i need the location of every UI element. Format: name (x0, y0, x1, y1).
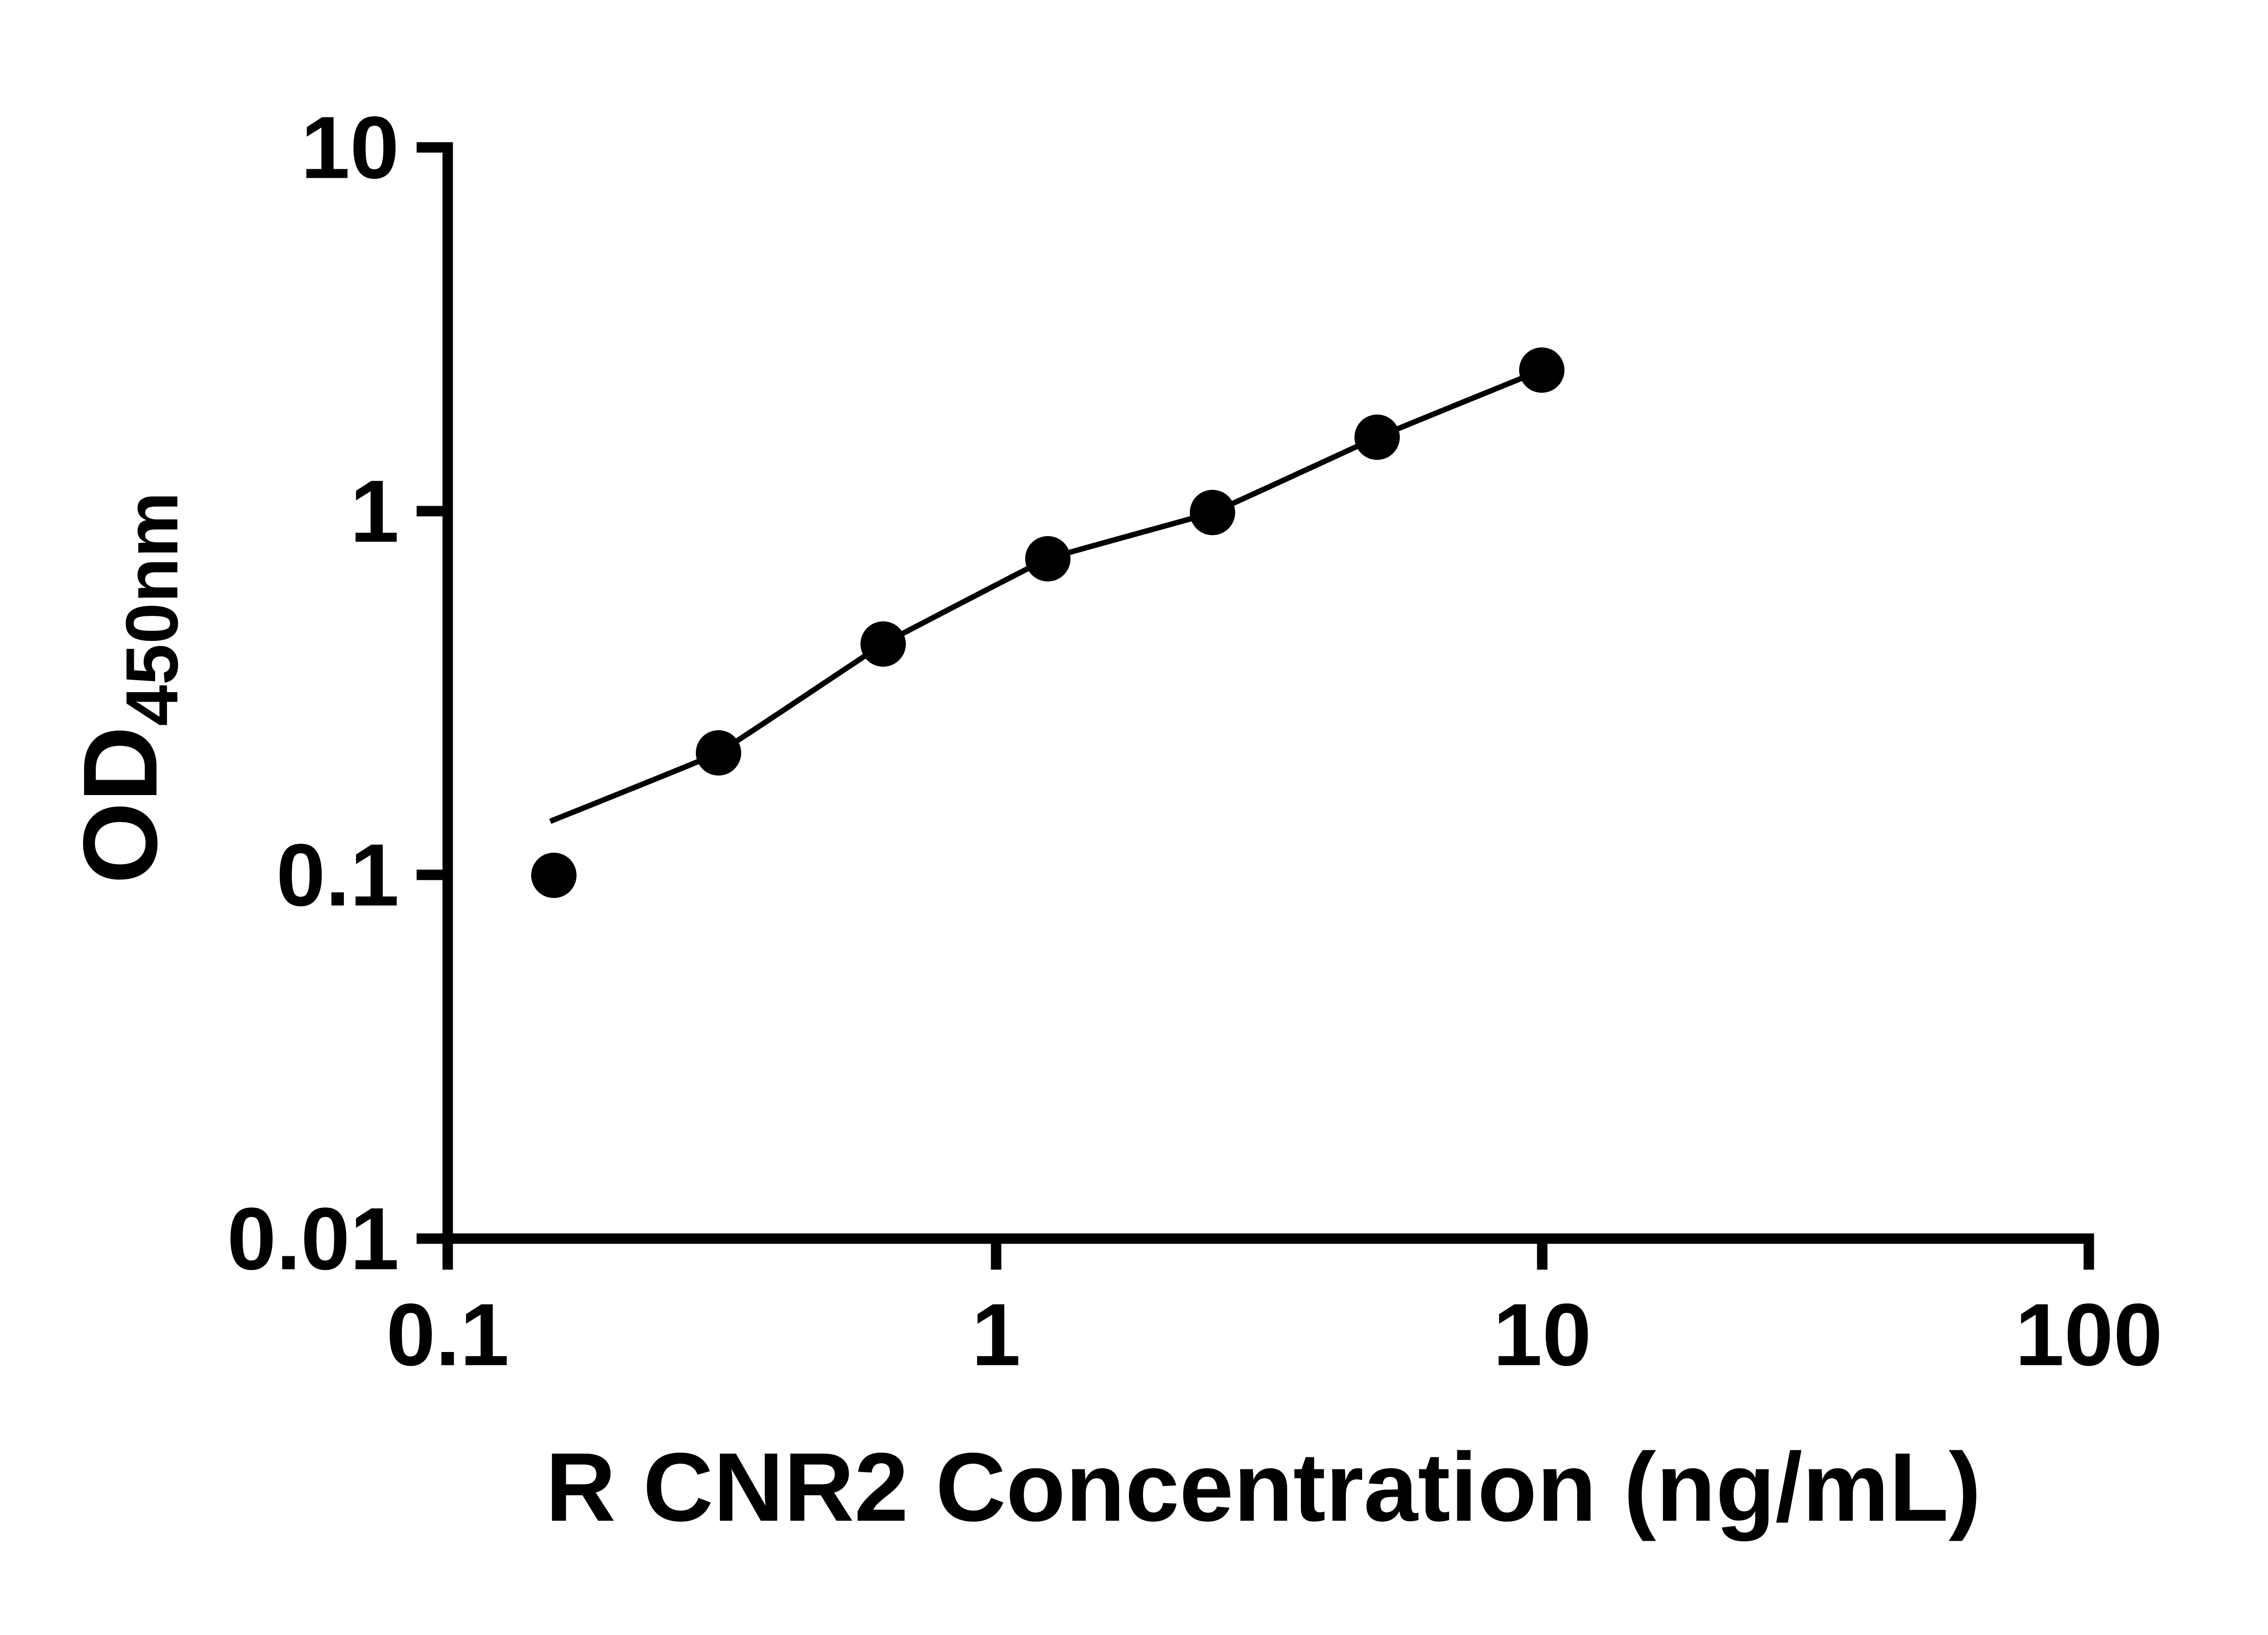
svg-text:10: 10 (1493, 1285, 1592, 1384)
svg-text:OD450nm: OD450nm (62, 492, 193, 884)
svg-text:0.1: 0.1 (386, 1285, 509, 1384)
svg-text:R CNR2 Concentration (ng/mL): R CNR2 Concentration (ng/mL) (545, 1432, 1981, 1542)
svg-text:100: 100 (2015, 1285, 2162, 1384)
svg-text:1: 1 (972, 1285, 1021, 1384)
svg-text:0.1: 0.1 (276, 826, 399, 925)
svg-text:0.01: 0.01 (227, 1190, 399, 1288)
svg-text:10: 10 (301, 98, 399, 197)
svg-text:1: 1 (350, 462, 399, 561)
